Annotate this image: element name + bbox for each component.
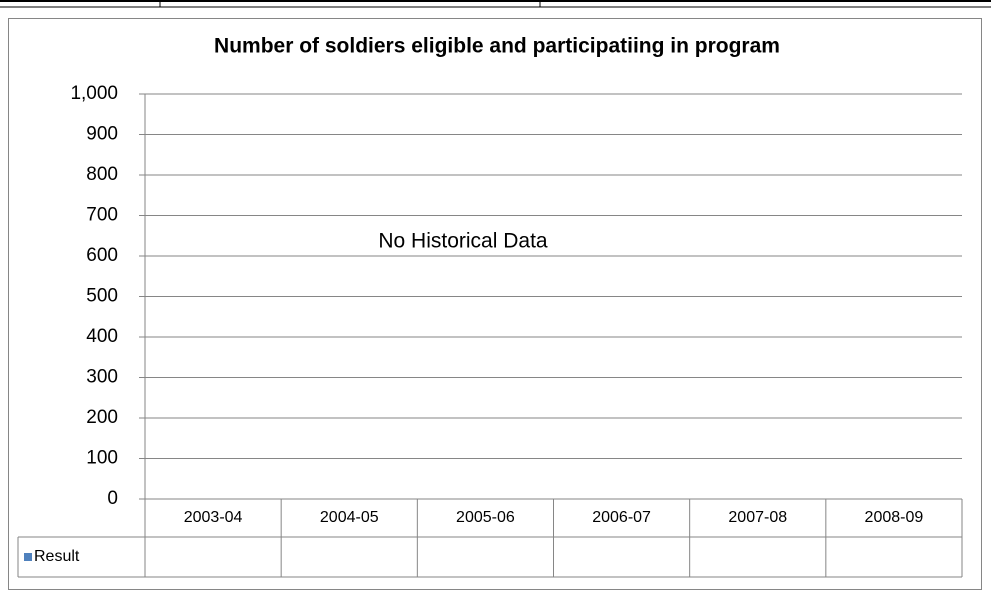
y-tick-label: 0: [107, 488, 118, 509]
y-tick-label: 300: [86, 367, 118, 388]
x-tick-label: 2004-05: [320, 509, 379, 526]
x-tick-label: 2005-06: [456, 509, 515, 526]
y-tick-label: 800: [86, 164, 118, 185]
x-tick-label: 2003-04: [184, 509, 243, 526]
annotation: No Historical Data: [378, 230, 548, 253]
x-tick-label: 2006-07: [592, 509, 651, 526]
legend-key: [24, 553, 32, 561]
x-tick-label: 2007-08: [728, 509, 787, 526]
chart-frame: [8, 18, 982, 590]
y-tick-label: 600: [86, 245, 118, 266]
y-tick-label: 900: [86, 124, 118, 145]
y-tick-label: 1,000: [70, 83, 118, 104]
x-tick-label: 2008-09: [865, 509, 924, 526]
y-tick-label: 100: [86, 448, 118, 469]
y-tick-label: 700: [86, 205, 118, 226]
y-tick-label: 500: [86, 286, 118, 307]
chart-title: Number of soldiers eligible and particip…: [214, 35, 780, 58]
legend-label: Result: [34, 548, 80, 565]
y-tick-label: 400: [86, 326, 118, 347]
y-tick-label: 200: [86, 407, 118, 428]
